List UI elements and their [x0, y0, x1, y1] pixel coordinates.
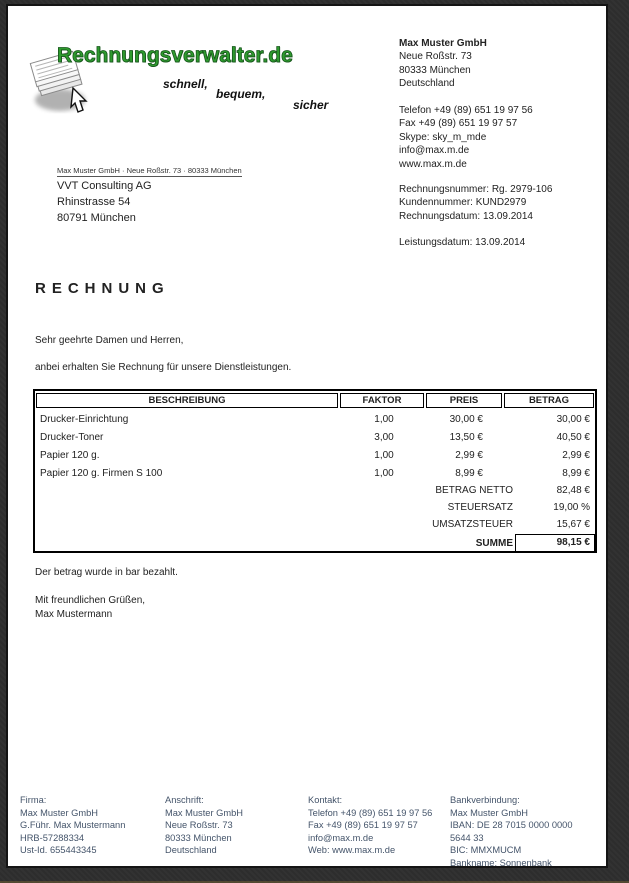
footer-line: IBAN: DE 28 7015 0000 0000 [450, 820, 573, 831]
total-label: BETRAG NETTO [435, 485, 513, 496]
column-header-factor: FAKTOR [340, 393, 424, 408]
footer-line: Max Muster GmbH [20, 807, 99, 818]
greeting-line: Sehr geehrte Damen und Herren, [35, 335, 184, 346]
item-amount: 40,50 € [556, 431, 590, 443]
line-item-table: BESCHREIBUNG FAKTOR PREIS BETRAG Drucker… [33, 389, 597, 553]
table-row: Drucker-Toner 3,00 13,50 € 40,50 € [35, 428, 595, 446]
footer-line: Ust-Id. 655443345 [20, 845, 97, 856]
item-factor: 1,00 [374, 467, 394, 479]
seller-website: www.max.m.de [399, 158, 467, 170]
item-price: 13,50 € [449, 431, 483, 443]
footer-line: Fax +49 (89) 651 19 97 57 [308, 820, 418, 831]
total-row-netto: BETRAG NETTO 82,48 € [35, 482, 595, 499]
seller-skype: Skype: sky_m_mde [399, 131, 487, 143]
footer-line: Web: www.max.m.de [308, 845, 396, 856]
sum-value: 98,15 € [515, 533, 595, 553]
closing-line: Mit freundlichen Grüßen, [35, 595, 146, 606]
item-price: 30,00 € [449, 413, 483, 425]
seller-email: info@max.m.de [399, 145, 470, 157]
column-header-amount: BETRAG [504, 393, 594, 408]
footer-line: 80333 München [165, 832, 232, 843]
footer-line: Neue Roßstr. 73 [165, 820, 233, 831]
customer-number: Kundennummer: KUND2979 [399, 197, 527, 209]
total-row-vat: UMSATZSTEUER 15,67 € [35, 516, 595, 533]
column-header-description: BESCHREIBUNG [36, 393, 338, 408]
item-price: 2,99 € [455, 449, 483, 461]
footer-column-bank: Bankverbindung: Max Muster GmbH IBAN: DE… [450, 794, 573, 870]
footer-line: Max Muster GmbH [165, 807, 244, 818]
signature-name: Max Mustermann [35, 609, 113, 620]
item-description: Papier 120 g. [40, 449, 100, 461]
sender-return-address: Max Muster GmbH · Neue Roßstr. 73 · 8033… [57, 166, 242, 177]
footer-line: HRB-57288334 [20, 832, 85, 843]
column-header-price: PREIS [426, 393, 502, 408]
seller-fax: Fax +49 (89) 651 19 97 57 [399, 118, 518, 130]
total-row-tax-rate: STEUERSATZ 19,00 % [35, 499, 595, 516]
item-description: Papier 120 g. Firmen S 100 [40, 467, 163, 479]
seller-country: Deutschland [399, 78, 455, 90]
footer-line: info@max.m.de [308, 832, 374, 843]
item-amount: 30,00 € [556, 413, 590, 425]
invoice-date: Rechnungsdatum: 13.09.2014 [399, 210, 533, 222]
table-row: Drucker-Einrichtung 1,00 30,00 € 30,00 € [35, 410, 595, 428]
document-title: RECHNUNG [35, 280, 170, 297]
total-label: UMSATZSTEUER [432, 519, 513, 530]
logo-wordmark: Rechnungsverwalter.de [57, 44, 294, 68]
seller-phone: Telefon +49 (89) 651 19 97 56 [399, 105, 533, 117]
recipient-street: Rhinstrasse 54 [57, 196, 131, 208]
footer-line: Bankname: Sonnenbank [450, 857, 552, 868]
table-row: Papier 120 g. 1,00 2,99 € 2,99 € [35, 446, 595, 464]
footer-line: Max Muster GmbH [450, 807, 529, 818]
item-amount: 2,99 € [562, 449, 590, 461]
logo-tagline-word: sicher [293, 98, 329, 112]
total-label: STEUERSATZ [447, 502, 513, 513]
footer-line: Deutschland [165, 845, 217, 856]
total-row-sum: SUMME 98,15 € [35, 533, 595, 553]
footer-label: Kontakt: [308, 795, 343, 805]
footer-line: BIC: MMXMUCM [450, 845, 522, 856]
invoice-meta-block: Rechnungsnummer: Rg. 2979-106 Kundennumm… [399, 183, 552, 250]
invoice-number: Rechnungsnummer: Rg. 2979-106 [399, 184, 553, 195]
recipient-city: 80791 München [57, 212, 136, 224]
table-row: Papier 120 g. Firmen S 100 1,00 8,99 € 8… [35, 464, 595, 482]
paper-stack-cursor-icon [29, 50, 88, 113]
logo-tagline-word: schnell, [163, 77, 208, 91]
item-factor: 1,00 [374, 413, 394, 425]
seller-city: 80333 München [399, 64, 471, 76]
footer-line: Telefon +49 (89) 651 19 97 56 [308, 807, 433, 818]
item-factor: 3,00 [374, 431, 394, 443]
footer-column-kontakt: Kontakt: Telefon +49 (89) 651 19 97 56 F… [308, 794, 432, 857]
sum-label: SUMME [475, 537, 513, 549]
seller-street: Neue Roßstr. 73 [399, 51, 472, 63]
total-value: 82,48 € [556, 485, 590, 496]
payment-note: Der betrag wurde in bar bezahlt. [35, 567, 178, 578]
service-date: Leistungsdatum: 13.09.2014 [399, 237, 526, 249]
invoice-page: Rechnungsverwalter.de schnell, bequem, s… [6, 4, 608, 868]
seller-name: Max Muster GmbH [399, 38, 487, 49]
footer-line: G.Führ. Max Mustermann [20, 820, 126, 831]
closing-block: Mit freundlichen Grüßen, Max Mustermann [35, 594, 145, 622]
item-price: 8,99 € [455, 467, 483, 479]
total-value: 19,00 % [553, 502, 590, 513]
window-bottom-edge [0, 881, 629, 883]
item-description: Drucker-Toner [40, 431, 104, 443]
intro-line: anbei erhalten Sie Rechnung für unsere D… [35, 362, 292, 373]
footer-column-firma: Firma: Max Muster GmbH G.Führ. Max Muste… [20, 794, 125, 857]
footer-label: Bankverbindung: [450, 795, 520, 805]
table-header-row: BESCHREIBUNG FAKTOR PREIS BETRAG [35, 391, 595, 410]
footer-label: Anschrift: [165, 795, 204, 805]
logo-tagline-word: bequem, [216, 87, 266, 101]
item-amount: 8,99 € [562, 467, 590, 479]
item-factor: 1,00 [374, 449, 394, 461]
recipient-name: VVT Consulting AG [57, 180, 152, 192]
recipient-address-block: VVT Consulting AG Rhinstrasse 54 80791 M… [57, 178, 152, 226]
total-value: 15,67 € [556, 519, 590, 530]
footer-column-anschrift: Anschrift: Max Muster GmbH Neue Roßstr. … [165, 794, 243, 857]
item-description: Drucker-Einrichtung [40, 413, 129, 425]
footer-line: 5644 33 [450, 832, 484, 843]
seller-contact-block: Max Muster GmbH Neue Roßstr. 73 80333 Mü… [399, 37, 533, 171]
footer-label: Firma: [20, 795, 47, 805]
